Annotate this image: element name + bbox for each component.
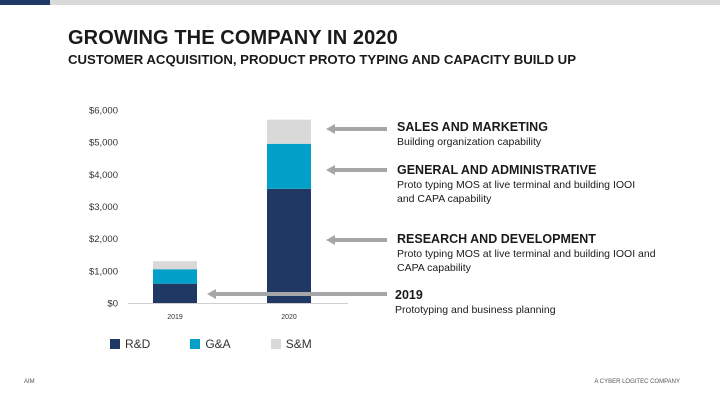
y-tick-label: $6,000 — [89, 106, 118, 117]
annotation-general-admin: GENERAL AND ADMINISTRATIVE Proto typing … — [397, 163, 635, 206]
y-tick-label: $2,000 — [89, 234, 118, 245]
top-rule-bar — [50, 0, 720, 5]
annotation-text: CAPA capability — [397, 262, 471, 274]
legend-label: S&M — [285, 337, 312, 351]
annotation-sales-marketing: SALES AND MARKETING Building organizatio… — [397, 120, 548, 149]
legend-swatch — [190, 339, 201, 349]
footer-right-text: A CYBER LOGITEC COMPANY — [594, 379, 680, 385]
bar-segment-rd-2020 — [267, 188, 311, 303]
y-tick-label: $5,000 — [89, 138, 118, 149]
legend-swatch — [270, 339, 281, 349]
bar-segment-sm-2019 — [153, 261, 197, 270]
annotation-2019: 2019 Prototyping and business planning — [395, 288, 556, 317]
page-subtitle: CUSTOMER ACQUISITION, PRODUCT PROTO TYPI… — [68, 52, 576, 67]
page-title: GROWING THE COMPANY IN 2020 — [68, 27, 398, 49]
bar-segment-ga-2020 — [267, 143, 311, 189]
annotation-text: Proto typing MOS at live terminal and bu… — [397, 248, 656, 260]
legend-item-ga: G&A — [190, 337, 231, 351]
annotation-heading: RESEARCH AND DEVELOPMENT — [397, 232, 596, 246]
y-tick-label: $3,000 — [89, 202, 118, 213]
y-tick-label: $1,000 — [89, 266, 118, 277]
annotation-heading: GENERAL AND ADMINISTRATIVE — [397, 163, 597, 177]
x-tick-label: 2020 — [281, 314, 297, 321]
annotation-arrow — [207, 289, 387, 299]
legend-item-sm: S&M — [270, 337, 312, 351]
legend-label: G&A — [205, 337, 231, 351]
legend-swatch — [110, 339, 120, 349]
annotation-arrow — [326, 235, 387, 245]
annotation-heading: 2019 — [395, 288, 423, 302]
annotation-text: and CAPA capability — [397, 193, 492, 205]
annotation-text: Prototyping and business planning — [395, 304, 556, 316]
y-tick-label: $0 — [107, 299, 118, 310]
bar-segment-sm-2020 — [267, 119, 311, 144]
annotation-arrow — [326, 165, 387, 175]
legend-label: R&D — [125, 337, 151, 351]
annotation-research-development: RESEARCH AND DEVELOPMENT Proto typing MO… — [397, 232, 656, 275]
annotation-text: Building organization capability — [397, 136, 542, 148]
annotation-arrow — [326, 124, 387, 134]
y-tick-label: $4,000 — [89, 170, 118, 181]
footer-left-text: AIM — [24, 379, 35, 385]
annotation-text: Proto typing MOS at live terminal and bu… — [397, 179, 636, 191]
legend-item-rd: R&D — [110, 337, 150, 351]
bar-segment-rd-2019 — [153, 283, 197, 303]
annotation-heading: SALES AND MARKETING — [397, 120, 548, 134]
chart-legend: R&D G&A S&M — [110, 337, 352, 351]
bar-segment-ga-2019 — [153, 269, 197, 284]
top-accent-bar — [0, 0, 50, 5]
x-tick-label: 2019 — [167, 314, 183, 321]
